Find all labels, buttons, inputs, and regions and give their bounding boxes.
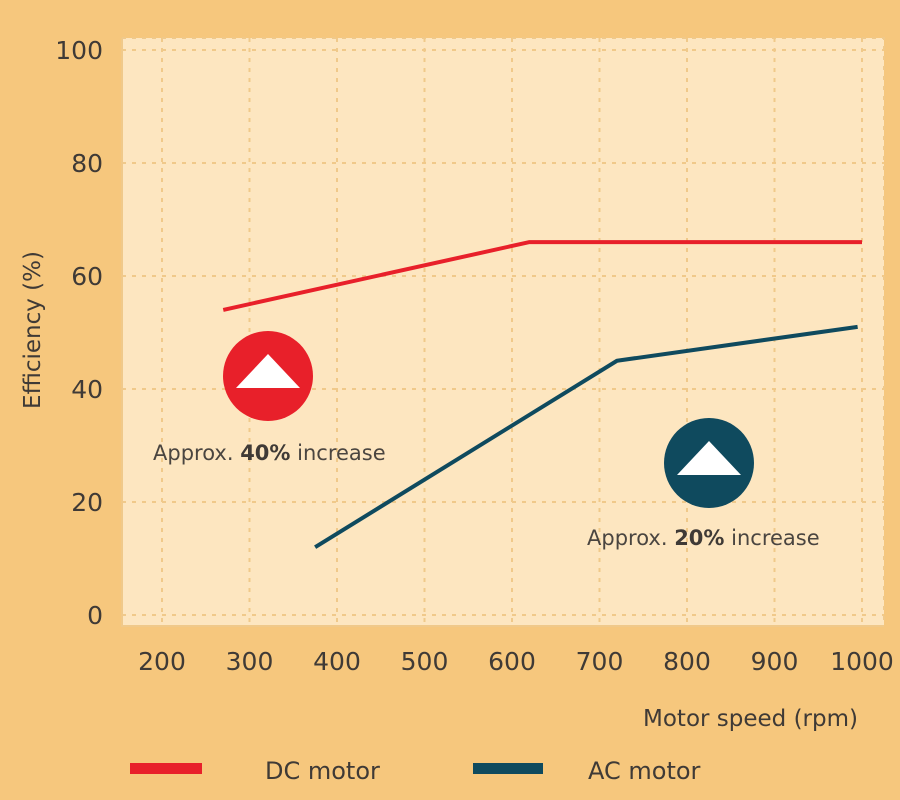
y-tick-label-0: 0 (87, 601, 103, 630)
annotation-suffix-ac: increase (724, 526, 819, 550)
y-tick-label-80: 80 (71, 149, 103, 178)
up-arrow-icon (236, 354, 300, 388)
series-line-dc (222, 240, 862, 312)
legend-label-dc: DC motor (265, 757, 380, 785)
annotation-suffix-dc: increase (290, 441, 385, 465)
tick-labels: 0 20 40 60 80 100 200 300 400 500 600 700 800 900 1000 (55, 36, 894, 676)
y-tick-label-20: 20 (71, 488, 103, 517)
annotation-value-ac: 20% (674, 526, 724, 550)
axes (121, 38, 884, 627)
annotation-dc: Approx. 40% increase (153, 331, 386, 465)
data-series (222, 240, 862, 549)
legend: DC motor AC motor (130, 757, 701, 785)
annotation-prefix-dc: Approx. (153, 441, 240, 465)
annotation-value-dc: 40% (240, 441, 290, 465)
legend-label-ac: AC motor (588, 757, 701, 785)
series-line-ac (314, 324, 858, 549)
annotation-text-dc: Approx. 40% increase (153, 441, 386, 465)
y-tick-label-40: 40 (71, 375, 103, 404)
legend-swatch-dc (130, 763, 202, 774)
grid-lines (121, 37, 885, 627)
y-tick-label-100: 100 (55, 36, 103, 65)
y-axis-title: Efficiency (%) (20, 251, 46, 409)
x-axis-title: Motor speed (rpm) (643, 706, 858, 732)
y-tick-label-60: 60 (71, 262, 103, 291)
annotation-prefix-ac: Approx. (587, 526, 674, 550)
annotation-text-ac: Approx. 20% increase (587, 526, 820, 550)
x-tick-label-200: 200 (138, 647, 186, 676)
x-tick-label-300: 300 (226, 647, 274, 676)
x-tick-label-1000: 1000 (830, 647, 894, 676)
x-tick-label-600: 600 (488, 647, 536, 676)
x-tick-label-800: 800 (663, 647, 711, 676)
legend-swatch-ac (473, 763, 543, 774)
x-tick-label-900: 900 (751, 647, 799, 676)
x-tick-label-400: 400 (313, 647, 361, 676)
x-tick-label-700: 700 (576, 647, 624, 676)
up-arrow-icon (677, 441, 741, 475)
annotation-ac: Approx. 20% increase (587, 418, 820, 550)
x-tick-label-500: 500 (401, 647, 449, 676)
